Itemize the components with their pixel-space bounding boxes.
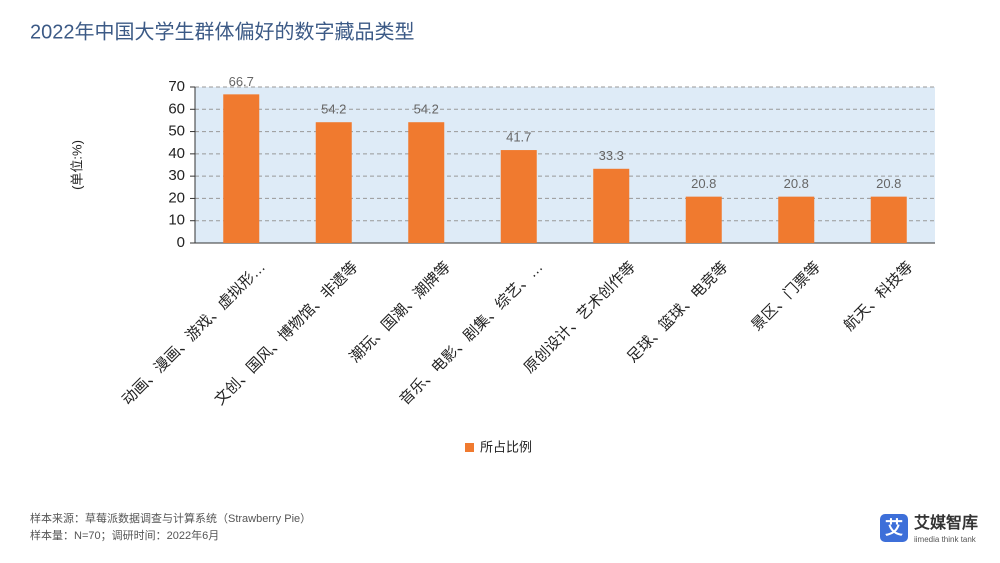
y-tick-label: 50 [168,123,185,140]
y-tick-label: 70 [168,78,185,95]
x-tick-label: 动画、漫画、游戏、虚拟形… [119,259,269,409]
chart-title: 2022年中国大学生群体偏好的数字藏品类型 [30,20,415,43]
y-axis-label: (单位:%) [69,140,84,190]
y-tick-label: 20 [168,189,185,206]
bar [500,150,537,243]
legend-swatch [465,443,474,452]
plot-area [195,87,935,243]
y-tick-label: 10 [168,212,185,229]
bar [685,196,722,243]
bar [408,122,445,243]
y-tick-label: 30 [168,167,185,184]
data-label: 41.7 [506,130,531,145]
data-label: 20.8 [876,176,901,191]
data-label: 66.7 [229,74,254,89]
data-label: 20.8 [784,176,809,191]
data-label: 54.2 [414,102,439,117]
data-label: 20.8 [691,176,716,191]
x-tick-label: 文创、国风、博物馆、非遗等 [211,258,362,409]
logo-name: 艾媒智库 [914,513,978,532]
legend-label: 所占比例 [480,439,532,454]
bar [870,196,907,243]
y-tick-label: 60 [168,100,185,117]
bar [223,94,260,244]
x-tick-label: 潮玩、国潮、潮牌等 [346,258,454,366]
x-tick-label: 足球、篮球、电竞等 [623,258,731,366]
data-label: 33.3 [599,148,624,163]
logo-icon [880,514,908,542]
y-tick-label: 40 [168,145,185,162]
note: 样本量：N=70；调研时间：2022年6月 [30,528,219,542]
logo-tagline: iimedia think tank [914,535,977,544]
note: 样本来源：草莓派数据调查与计算系统（Strawberry Pie） [30,511,311,525]
bar [778,196,815,243]
x-tick-label: 景区、门票等 [748,258,824,334]
bar [315,122,352,243]
y-tick-label: 0 [177,234,185,251]
data-label: 54.2 [321,102,346,117]
x-tick-label: 航天、科技等 [840,258,916,334]
logo-mark: 艾 [885,517,903,538]
bar [593,168,630,243]
